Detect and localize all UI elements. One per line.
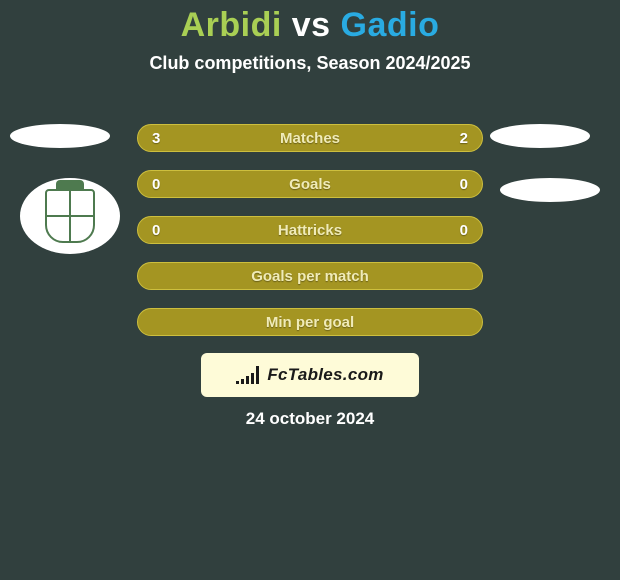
title-vs: vs — [292, 6, 331, 44]
player2-blob-2 — [500, 178, 600, 202]
stat-label: Hattricks — [138, 217, 482, 245]
player2-name: Gadio — [341, 6, 440, 44]
stat-value-right: 0 — [460, 217, 468, 245]
player1-crest — [20, 178, 120, 254]
stat-value-left: 0 — [152, 171, 160, 199]
page-title: Arbidi vs Gadio — [0, 0, 620, 45]
stat-label: Goals per match — [138, 263, 482, 291]
player1-blob — [10, 124, 110, 148]
stat-row-goals: Goals0 0 — [137, 170, 483, 198]
stat-row-min-per-goal: Min per goal — [137, 308, 483, 336]
fctables-badge[interactable]: FcTables.com — [201, 353, 419, 397]
stat-value-right: 2 — [460, 125, 468, 153]
comparison-card: Arbidi vs Gadio Club competitions, Seaso… — [0, 0, 620, 580]
stat-value-right: 0 — [460, 171, 468, 199]
player1-name: Arbidi — [181, 6, 282, 44]
stat-value-left: 0 — [152, 217, 160, 245]
stat-label: Goals — [138, 171, 482, 199]
brand-bars-icon — [236, 366, 261, 384]
stats-rows: Matches32Goals00Hattricks00Goals per mat… — [137, 124, 483, 354]
page-subtitle: Club competitions, Season 2024/2025 — [0, 53, 620, 74]
brand-text: FcTables.com — [267, 365, 383, 385]
stat-row-hattricks: Hattricks0 0 — [137, 216, 483, 244]
stat-label: Min per goal — [138, 309, 482, 337]
snapshot-date: 24 october 2024 — [0, 409, 620, 429]
stat-row-matches: Matches3 2 — [137, 124, 483, 152]
player2-blob — [490, 124, 590, 148]
stat-label: Matches — [138, 125, 482, 153]
stat-row-goals-per-match: Goals per match — [137, 262, 483, 290]
stat-value-left: 3 — [152, 125, 160, 153]
